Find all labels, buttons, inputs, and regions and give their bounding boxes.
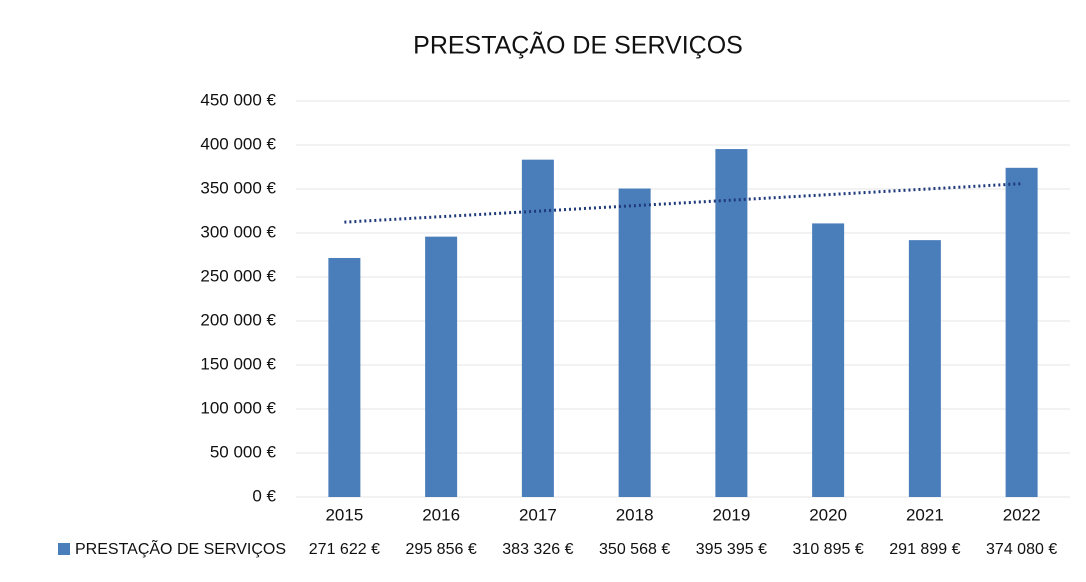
bar <box>812 223 845 497</box>
y-tick-label: 400 000 € <box>200 134 276 153</box>
bar <box>1005 167 1038 497</box>
data-table-value: 395 395 € <box>696 541 767 558</box>
y-tick-label: 450 000 € <box>200 90 276 109</box>
x-tick-label: 2018 <box>616 505 654 524</box>
legend-label: PRESTAÇÃO DE SERVIÇOS <box>75 538 286 558</box>
x-tick-label: 2021 <box>906 505 944 524</box>
data-table-value: 310 895 € <box>793 541 864 558</box>
y-tick-label: 100 000 € <box>200 398 276 417</box>
y-tick-label: 200 000 € <box>200 310 276 329</box>
x-tick-label: 2020 <box>809 505 847 524</box>
data-table-value: 295 856 € <box>406 541 477 558</box>
y-tick-label: 0 € <box>252 486 276 505</box>
chart-title: PRESTAÇÃO DE SERVIÇOS <box>413 31 743 60</box>
legend-swatch <box>58 543 70 555</box>
y-tick-label: 50 000 € <box>210 442 277 461</box>
y-tick-label: 150 000 € <box>200 354 276 373</box>
y-tick-label: 350 000 € <box>200 178 276 197</box>
y-tick-label: 250 000 € <box>200 266 276 285</box>
bar <box>425 236 458 497</box>
data-table-value: 374 080 € <box>986 541 1057 558</box>
data-table-value: 383 326 € <box>502 541 573 558</box>
bar <box>715 149 748 497</box>
x-tick-label: 2016 <box>422 505 460 524</box>
bar <box>908 240 941 497</box>
bar <box>618 188 651 497</box>
bar <box>328 257 361 497</box>
bar <box>521 159 554 497</box>
x-tick-label: 2017 <box>519 505 557 524</box>
y-tick-label: 300 000 € <box>200 222 276 241</box>
data-table-value: 291 899 € <box>889 541 960 558</box>
x-tick-label: 2015 <box>325 505 363 524</box>
data-table-value: 271 622 € <box>309 541 380 558</box>
x-tick-label: 2019 <box>712 505 750 524</box>
data-table-value: 350 568 € <box>599 541 670 558</box>
trendline <box>344 182 1022 224</box>
x-tick-label: 2022 <box>1003 505 1041 524</box>
